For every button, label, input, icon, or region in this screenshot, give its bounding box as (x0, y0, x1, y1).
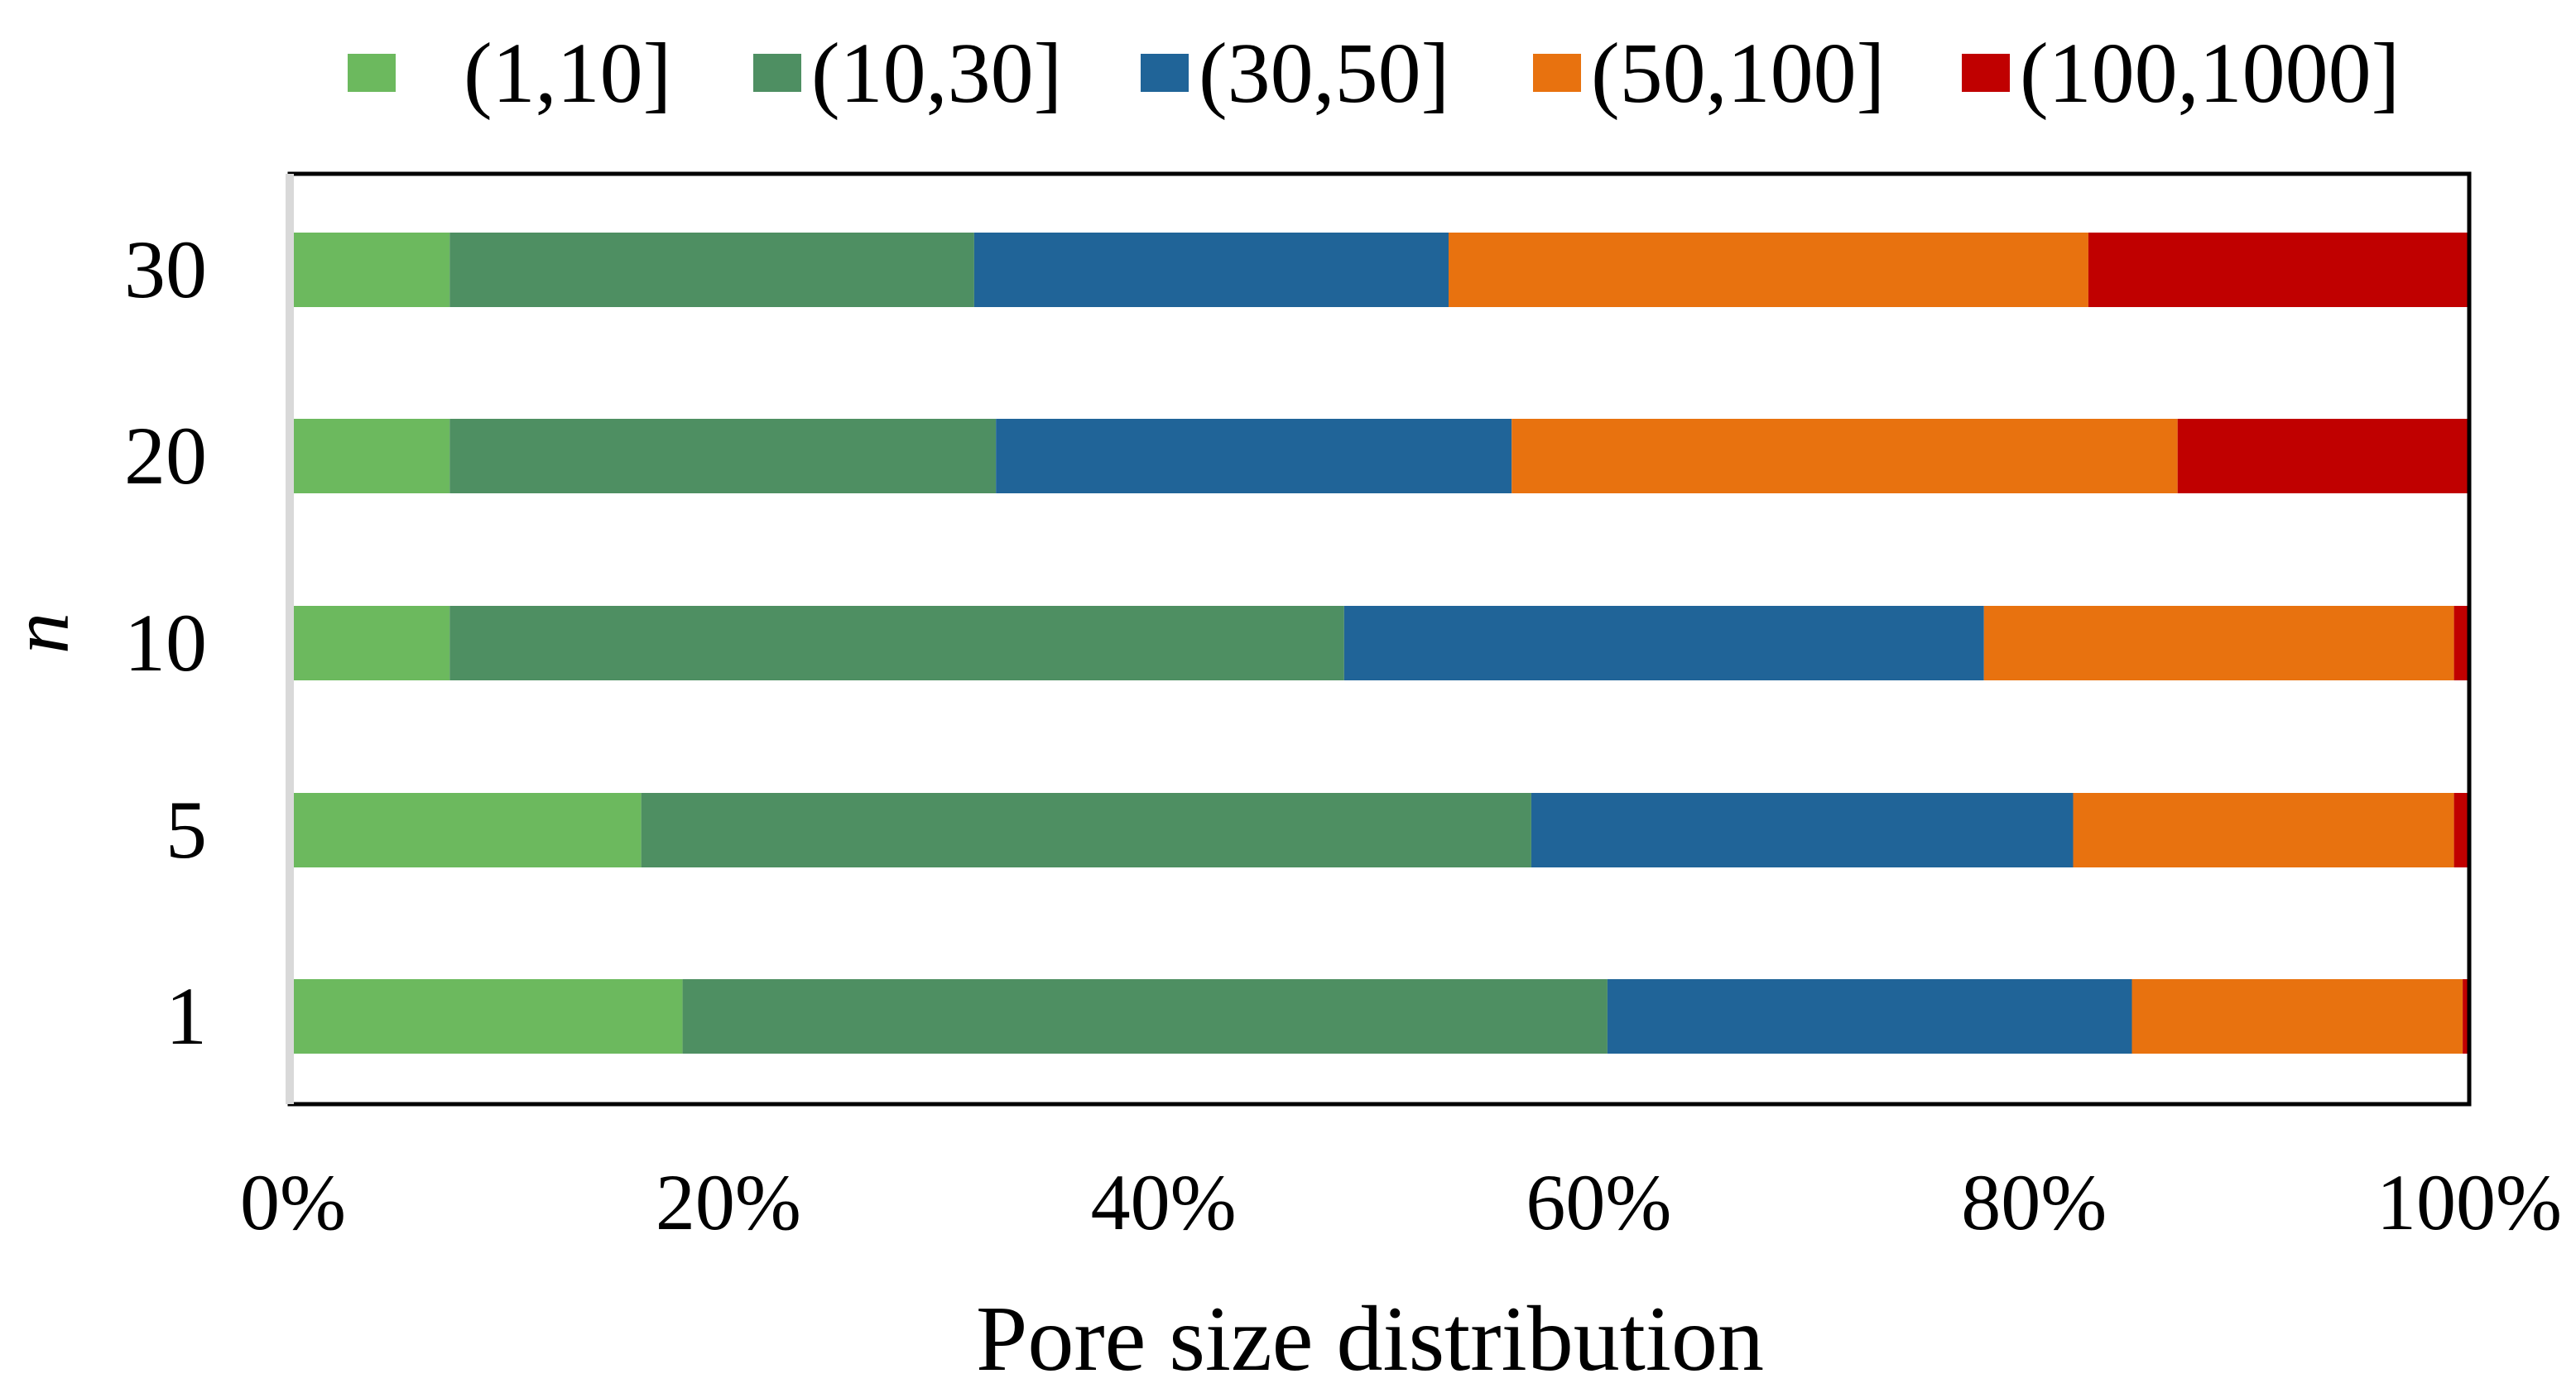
bar-n5-series-4 (2073, 793, 2454, 867)
bar-n10-series-3 (1343, 606, 1984, 680)
bar-n20-series-3 (996, 419, 1512, 493)
x-tick-label-60: 60% (1526, 1158, 1671, 1246)
legend-swatch-1 (348, 54, 396, 92)
legend: (1,10] (10,30] (30,50] (50,100] (100,1000] (348, 26, 2400, 121)
bar-n30-series-5 (2088, 233, 2469, 307)
bar-n20-series-4 (1511, 419, 2178, 493)
bar-area (293, 233, 2469, 1054)
legend-label-3: (30,50] (1199, 26, 1449, 121)
bar-n5-series-1 (293, 793, 642, 867)
legend-label-1: (1,10] (464, 26, 671, 121)
legend-swatch-4 (1533, 54, 1581, 92)
bar-n10-series-1 (293, 606, 450, 680)
y-tick-labels: 1 5 10 20 30 (124, 223, 207, 1062)
bar-n30-series-3 (973, 233, 1449, 307)
bar-n30-series-4 (1449, 233, 2088, 307)
x-tick-label-100: 100% (2377, 1158, 2562, 1246)
bar-n5-series-2 (641, 793, 1531, 867)
x-tick-labels: 0% 20% 40% 60% 80% 100% (240, 1158, 2562, 1246)
x-tick-label-20: 20% (656, 1158, 801, 1246)
bar-n1-series-5 (2463, 979, 2469, 1054)
bar-n20-series-1 (293, 419, 450, 493)
y-tick-label-20: 20 (124, 410, 207, 502)
y-tick-label-5: 5 (166, 784, 207, 876)
bar-n1-series-2 (682, 979, 1608, 1054)
legend-label-2: (10,30] (811, 26, 1062, 121)
bar-n1-series-1 (293, 979, 683, 1054)
bar-n30-series-2 (449, 233, 974, 307)
bar-n5-series-3 (1531, 793, 2074, 867)
y-axis-title: n (0, 612, 86, 654)
bar-n10-series-2 (449, 606, 1344, 680)
y-tick-label-30: 30 (124, 223, 207, 315)
bar-n1-series-4 (2131, 979, 2463, 1054)
x-tick-label-80: 80% (1961, 1158, 2107, 1246)
bar-n1-series-3 (1607, 979, 2132, 1054)
y-tick-label-10: 10 (124, 597, 207, 689)
x-tick-label-40: 40% (1091, 1158, 1237, 1246)
x-tick-label-0: 0% (240, 1158, 346, 1246)
bar-n20-series-2 (449, 419, 997, 493)
legend-swatch-3 (1141, 54, 1189, 92)
legend-swatch-2 (753, 54, 801, 92)
bar-n5-series-5 (2453, 793, 2469, 867)
legend-label-4: (50,100] (1591, 26, 1885, 121)
bar-n10-series-5 (2453, 606, 2469, 680)
y-tick-label-1: 1 (166, 970, 207, 1062)
legend-label-5: (100,1000] (2020, 26, 2400, 121)
x-axis-title: Pore size distribution (976, 1288, 1764, 1391)
bar-n30-series-1 (293, 233, 450, 307)
bar-n20-series-5 (2177, 419, 2469, 493)
bar-n10-series-4 (1983, 606, 2454, 680)
legend-swatch-5 (1962, 54, 2010, 92)
